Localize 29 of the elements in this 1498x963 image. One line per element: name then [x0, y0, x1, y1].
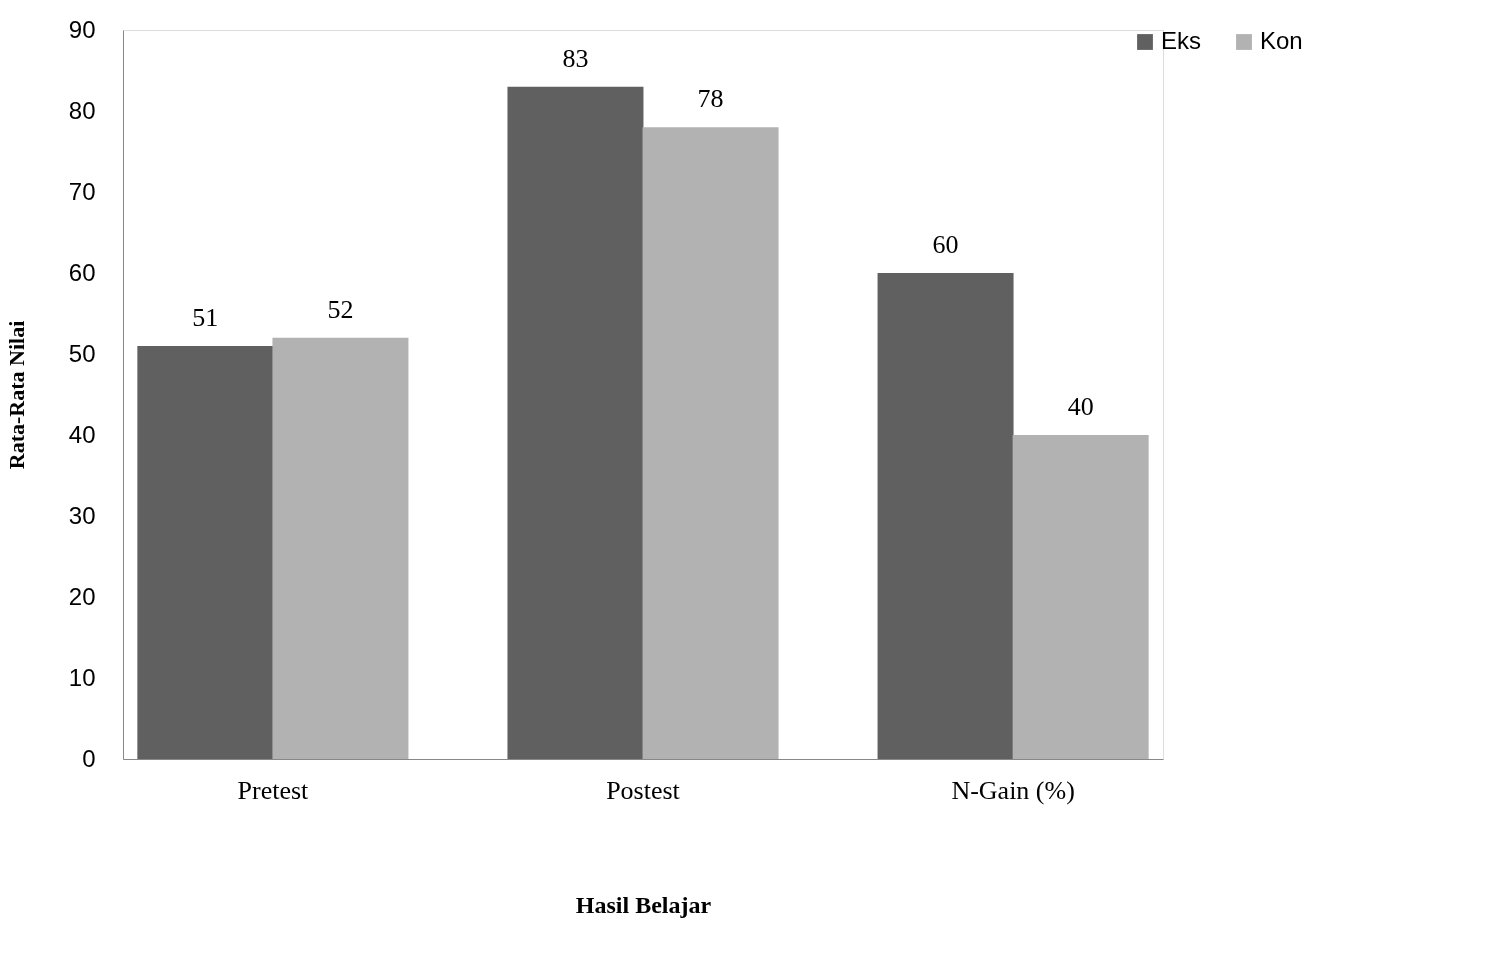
y-tick-label: 20	[68, 582, 96, 610]
x-tick-label: Postest	[606, 775, 681, 805]
y-tick-label: 0	[82, 744, 96, 772]
x-tick-label: Pretest	[237, 775, 310, 805]
bar	[642, 127, 779, 759]
x-tick-label: N-Gain (%)	[951, 775, 1075, 805]
data-label: 52	[327, 294, 354, 324]
data-label: 83	[562, 43, 589, 73]
y-tick-label: 10	[68, 663, 96, 691]
bar	[877, 273, 1014, 759]
y-axis-title: Rata-Rata Nilai	[3, 320, 29, 470]
y-tick-label: 90	[68, 15, 96, 43]
y-tick-label: 80	[68, 96, 96, 124]
data-label: 51	[192, 302, 219, 332]
y-tick-label: 30	[68, 501, 96, 529]
data-label: 60	[932, 230, 959, 259]
data-label: 40	[1067, 392, 1094, 421]
y-tick-label: 50	[68, 339, 96, 367]
y-tick-label: 40	[68, 420, 96, 448]
data-label: 78	[697, 84, 724, 114]
bar	[507, 86, 644, 759]
legend-label: Kon	[1260, 27, 1303, 54]
bar	[137, 345, 274, 759]
bar	[1012, 435, 1149, 759]
y-tick-label: 70	[68, 177, 96, 205]
y-tick-label: 60	[68, 258, 96, 286]
legend-label: Eks	[1161, 27, 1202, 54]
x-axis-title: Hasil Belajar	[575, 891, 712, 918]
bar	[272, 337, 409, 759]
